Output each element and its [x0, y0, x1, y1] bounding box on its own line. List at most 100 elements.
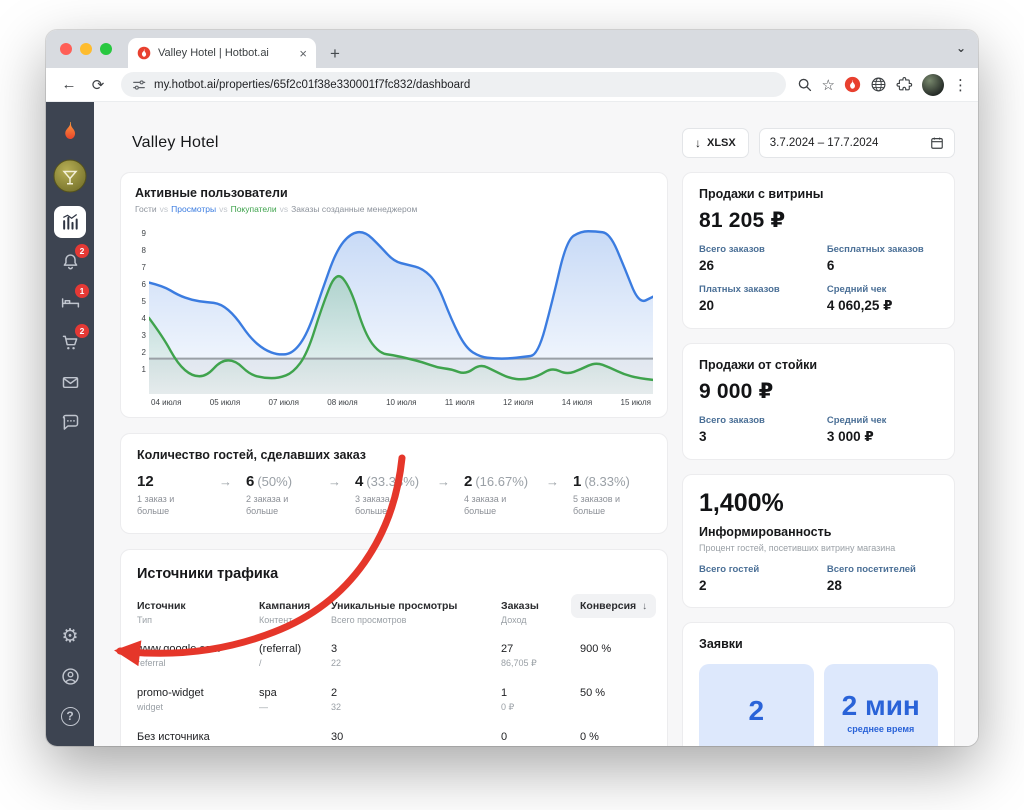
- stat-item: Всего посетителей 28: [826, 564, 916, 593]
- sidebar-item-mail[interactable]: [50, 362, 90, 402]
- sidebar-item-bookings[interactable]: 1: [50, 282, 90, 322]
- profile-avatar[interactable]: [922, 73, 944, 96]
- page-title: Valley Hotel: [132, 134, 219, 151]
- column-header-views: Уникальные просмотры Всего просмотров: [331, 600, 458, 626]
- browser-menu-icon[interactable]: ⋮: [953, 76, 968, 94]
- requests-card: Заявки 2 2 мин среднее время: [682, 622, 955, 746]
- dashboard-columns: Активные пользователи Гости vs Просмотры vs…: [120, 172, 955, 746]
- calendar-icon: [931, 137, 943, 149]
- bookmark-star-icon[interactable]: ☆: [821, 76, 835, 94]
- arrow-right-icon: →: [328, 474, 341, 489]
- globe-extension-icon[interactable]: [870, 76, 887, 93]
- dashboard-header: Valley Hotel ↓ XLSX 3.7.2024 – 17.7.2024: [120, 128, 955, 158]
- active-users-card: Активные пользователи Гости vs Просмотры vs…: [120, 172, 668, 418]
- sidebar-item-settings[interactable]: ⚙: [50, 616, 90, 656]
- stat-item: Платных заказов 20: [699, 284, 780, 313]
- sidebar-item-cart[interactable]: 2: [50, 322, 90, 362]
- browser-toolbar: ← ⟳ my.hotbot.ai/properties/65f2c01f38e3…: [46, 68, 978, 102]
- cart-icon: [62, 335, 77, 349]
- traffic-title: Источники трафика: [137, 566, 279, 583]
- tab-favicon-icon: [137, 46, 151, 60]
- showcase-total: 81 205 ₽: [699, 209, 786, 232]
- chat-icon: [62, 414, 78, 430]
- table-row-cell: (referral) /: [259, 643, 302, 669]
- column-header-conversion-sort[interactable]: Конверсия ↓: [571, 594, 657, 619]
- active-users-title: Активные пользователи: [135, 186, 288, 200]
- requests-count-tile: 2: [699, 664, 814, 746]
- guests-funnel-card: Количество гостей, сделавших заказ 12 1 …: [120, 433, 668, 535]
- browser-window: Valley Hotel | Hotbot.ai × + ⌄ ← ⟳ my.ho…: [46, 30, 978, 746]
- zoom-window-button[interactable]: [100, 43, 112, 55]
- url-bar[interactable]: my.hotbot.ai/properties/65f2c01f38e33000…: [121, 72, 786, 97]
- hotbot-flame-icon: [65, 122, 76, 139]
- funnel-step: 6 (50%) 2 заказа и больше: [246, 473, 293, 516]
- right-column: Продажи с витрины 81 205 ₽ Всего заказов…: [682, 172, 955, 746]
- mail-icon: [62, 376, 78, 388]
- table-row-cell: promo-widget widget: [137, 687, 204, 713]
- left-column: Активные пользователи Гости vs Просмотры vs…: [120, 172, 668, 746]
- sidebar-item-dashboard[interactable]: [50, 202, 90, 242]
- sidebar-item-notifications[interactable]: 2: [50, 242, 90, 282]
- showcase-sales-card: Продажи с витрины 81 205 ₽ Всего заказов…: [682, 172, 955, 329]
- column-header-source: Источник Тип: [137, 600, 186, 626]
- sidebar-item-property[interactable]: [50, 156, 90, 196]
- table-row-cell: www.google.com referral: [137, 643, 221, 669]
- date-range-text: 3.7.2024 – 17.7.2024: [769, 137, 879, 149]
- property-logo: [53, 159, 87, 193]
- awareness-card: 1,400% Информированность Процент гостей,…: [682, 474, 955, 608]
- stat-item: Всего заказов 3: [699, 415, 765, 444]
- tab-close-icon[interactable]: ×: [299, 45, 307, 61]
- funnel-step: 1 (8.33%) 5 заказов и больше: [573, 473, 630, 516]
- bell-icon: [63, 253, 77, 269]
- export-xlsx-button[interactable]: ↓ XLSX: [682, 128, 749, 158]
- traffic-table: Источник Тип Кампания Контент Уникальные…: [137, 594, 657, 744]
- table-row-cell: 27 86,705 ₽: [501, 643, 537, 669]
- url-text: my.hotbot.ai/properties/65f2c01f38e33000…: [154, 78, 471, 91]
- chart-x-axis: 04 июля 05 июля 07 июля 08 июля 10 июля 11 ию…: [151, 398, 651, 407]
- zoom-icon[interactable]: [796, 76, 813, 93]
- dashboard: Valley Hotel ↓ XLSX 3.7.2024 – 17.7.2024: [94, 102, 978, 746]
- minimize-window-button[interactable]: [80, 43, 92, 55]
- tab-search-chevron-icon[interactable]: ⌄: [955, 41, 966, 55]
- column-header-campaign: Кампания Контент: [259, 600, 311, 626]
- stat-item: Всего заказов 26: [699, 244, 765, 273]
- tab-title: Valley Hotel | Hotbot.ai: [158, 47, 269, 59]
- app: 2 1 2: [46, 102, 978, 746]
- date-range-picker[interactable]: 3.7.2024 – 17.7.2024: [758, 128, 955, 158]
- browser-tab[interactable]: Valley Hotel | Hotbot.ai ×: [128, 38, 316, 68]
- download-icon: ↓: [695, 136, 701, 150]
- new-tab-button[interactable]: +: [330, 44, 340, 63]
- toolbar-icons: ☆ ⋮: [796, 73, 968, 96]
- arrow-right-icon: →: [546, 474, 559, 489]
- funnel-row: 12 1 заказ и больше → 6 (50%) 2 заказа и …: [137, 473, 651, 517]
- back-button[interactable]: ←: [61, 76, 77, 93]
- sidebar-item-account[interactable]: [50, 656, 90, 696]
- reload-button[interactable]: ⟳: [91, 76, 105, 94]
- dashboard-active-tile: [54, 206, 86, 238]
- gear-icon: ⚙: [61, 625, 79, 647]
- bed-icon: [61, 297, 79, 308]
- arrow-right-icon: →: [219, 474, 232, 489]
- funnel-step: 12 1 заказ и больше: [137, 473, 175, 516]
- sidebar-item-chat[interactable]: [50, 402, 90, 442]
- extensions-puzzle-icon[interactable]: [896, 76, 913, 93]
- extension-adblock-icon[interactable]: [844, 76, 861, 93]
- stat-item: Всего гостей 2: [699, 564, 760, 593]
- sidebar-item-home[interactable]: [50, 112, 90, 152]
- table-row-cell: Без источника: [137, 731, 210, 744]
- table-row-cell: spa —: [259, 687, 277, 713]
- sort-desc-icon: ↓: [642, 600, 648, 612]
- close-window-button[interactable]: [60, 43, 72, 55]
- table-row-cell: 900 %: [580, 643, 612, 656]
- stat-item: Бесплатных заказов 6: [826, 244, 924, 273]
- requests-avg-time-tile: 2 мин среднее время: [823, 664, 938, 746]
- sidebar-item-help[interactable]: ?: [50, 696, 90, 736]
- cart-badge: 2: [75, 324, 89, 338]
- table-row-cell: 0 %: [580, 731, 599, 744]
- notifications-badge: 2: [75, 244, 89, 258]
- funnel-step: 4 (33.33%) 3 заказа и больше: [355, 473, 420, 516]
- site-settings-icon[interactable]: [132, 78, 146, 92]
- table-row-cell: 30: [331, 731, 344, 744]
